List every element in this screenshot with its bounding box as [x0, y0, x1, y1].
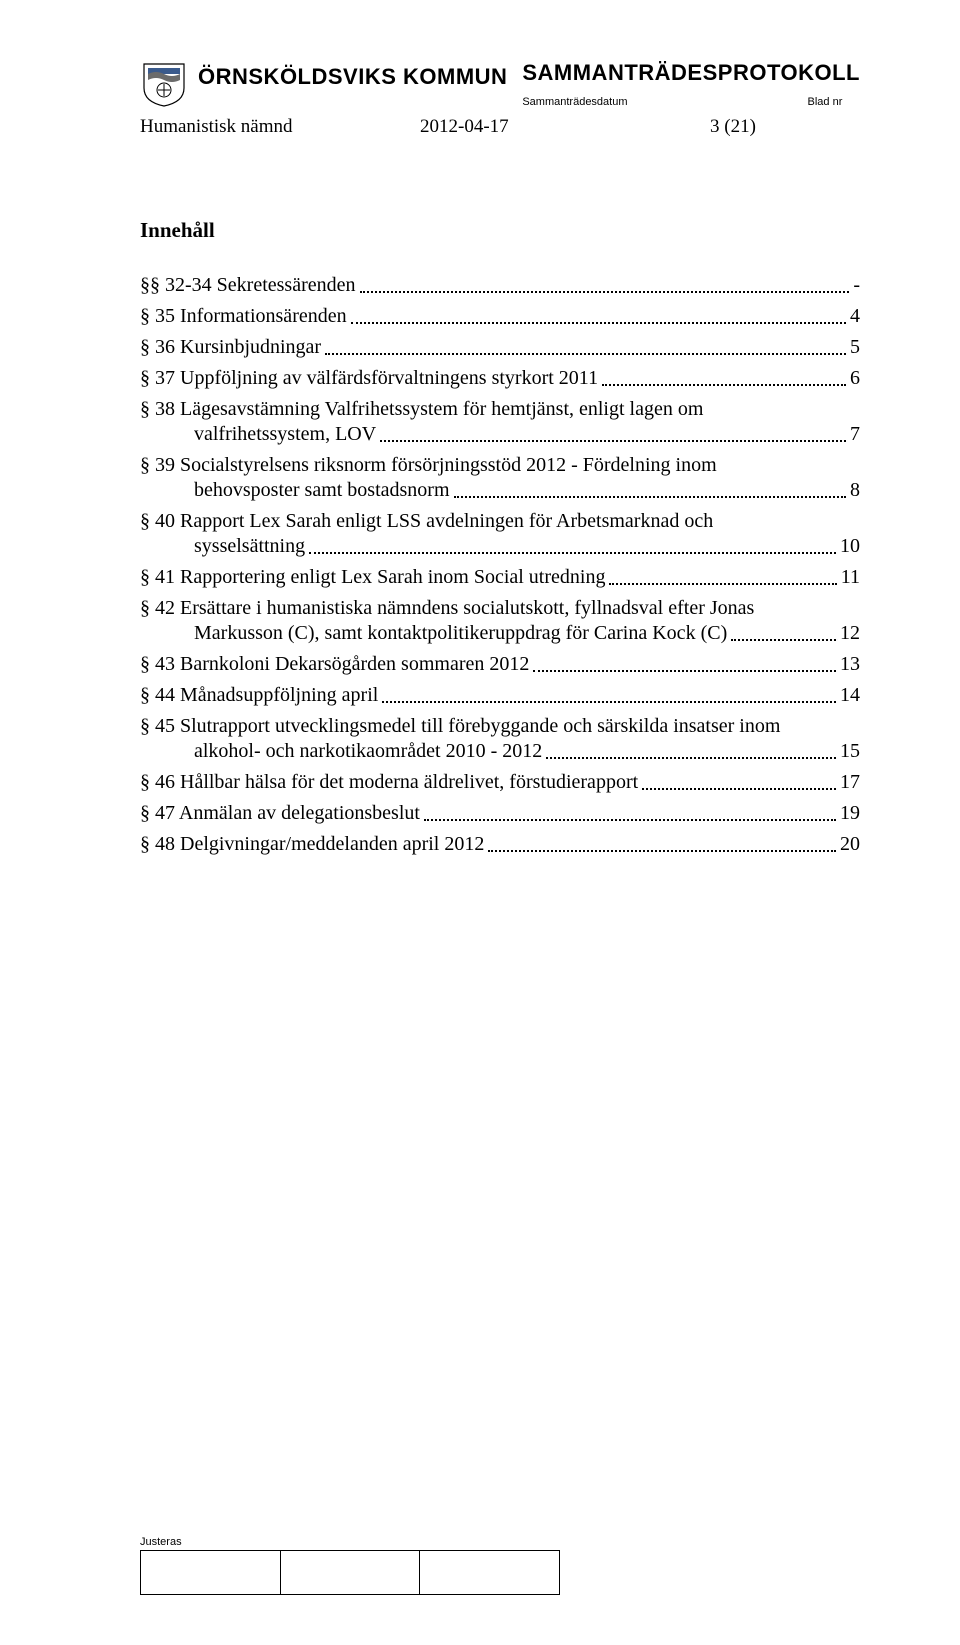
toc-leader-dots — [325, 353, 846, 355]
toc-text: § 37 Uppföljning av välfärdsförvaltninge… — [140, 366, 598, 391]
toc-leader-dots — [309, 552, 836, 554]
toc-entry: § 46 Hållbar hälsa för det moderna äldre… — [140, 770, 860, 795]
signature-table — [140, 1550, 560, 1595]
info-row: Humanistisk nämnd 2012-04-17 3 (21) — [140, 116, 860, 138]
meta-page-label: Blad nr — [808, 96, 843, 108]
toc-entry: § 47 Anmälan av delegationsbeslut 19 — [140, 801, 860, 826]
toc-entry: § 42 Ersättare i humanistiska nämndens s… — [140, 596, 860, 646]
toc-text: § 43 Barnkoloni Dekarsögården sommaren 2… — [140, 652, 529, 677]
toc-leader-dots — [380, 440, 846, 442]
toc-text: behovsposter samt bostadsnorm — [194, 478, 450, 503]
toc-page: 6 — [850, 366, 860, 391]
toc-container: §§ 32-34 Sekretessärenden - § 35 Informati… — [140, 273, 860, 857]
toc-text: § 48 Delgivningar/meddelanden april 2012 — [140, 832, 484, 857]
footer: Justeras — [140, 1536, 860, 1595]
toc-leader-dots — [488, 850, 836, 852]
toc-text: § 39 Socialstyrelsens riksnorm försörjni… — [140, 453, 860, 478]
toc-page: 20 — [840, 832, 860, 857]
meta-date-label: Sammanträdesdatum — [522, 96, 627, 108]
toc-leader-dots — [602, 384, 846, 386]
toc-entry: § 40 Rapport Lex Sarah enligt LSS avdeln… — [140, 509, 860, 559]
toc-leader-dots — [533, 670, 836, 672]
toc-page: 4 — [850, 304, 860, 329]
toc-text: Markusson (C), samt kontaktpolitikeruppd… — [194, 621, 727, 646]
toc-leader-dots — [424, 819, 836, 821]
toc-entry: § 48 Delgivningar/meddelanden april 2012… — [140, 832, 860, 857]
signature-cell — [420, 1551, 560, 1595]
toc-page: 15 — [840, 739, 860, 764]
toc-text: § 46 Hållbar hälsa för det moderna äldre… — [140, 770, 638, 795]
signature-cell — [141, 1551, 281, 1595]
toc-text: § 40 Rapport Lex Sarah enligt LSS avdeln… — [140, 509, 860, 534]
toc-entry: § 39 Socialstyrelsens riksnorm försörjni… — [140, 453, 860, 503]
page-number: 3 (21) — [710, 116, 756, 138]
toc-entry: § 45 Slutrapport utvecklingsmedel till f… — [140, 714, 860, 764]
toc-leader-dots — [546, 757, 836, 759]
municipal-crest-icon — [140, 60, 188, 108]
toc-text: § 38 Lägesavstämning Valfrihetssystem fö… — [140, 397, 860, 422]
toc-page: 17 — [840, 770, 860, 795]
toc-entry: § 36 Kursinbjudningar 5 — [140, 335, 860, 360]
toc-page: 11 — [841, 565, 860, 590]
toc-entry: § 41 Rapportering enligt Lex Sarah inom … — [140, 565, 860, 590]
protokoll-title: SAMMANTRÄDESPROTOKOLL — [522, 60, 860, 86]
footer-label: Justeras — [140, 1536, 860, 1548]
content: Innehåll §§ 32-34 Sekretessärenden - § 35 … — [140, 218, 860, 857]
toc-page: 5 — [850, 335, 860, 360]
toc-entry: § 44 Månadsuppföljning april 14 — [140, 683, 860, 708]
header-row: ÖRNSKÖLDSVIKS KOMMUN SAMMANTRÄDESPROTOKO… — [140, 60, 860, 108]
meta-row: Sammanträdesdatum Blad nr — [522, 96, 860, 108]
toc-text: § 44 Månadsuppföljning april — [140, 683, 378, 708]
toc-text: §§ 32-34 Sekretessärenden — [140, 273, 356, 298]
signature-cell — [280, 1551, 420, 1595]
toc-text: § 36 Kursinbjudningar — [140, 335, 321, 360]
toc-leader-dots — [360, 291, 850, 293]
toc-text: alkohol- och narkotikaområdet 2010 - 201… — [194, 739, 542, 764]
toc-leader-dots — [642, 788, 836, 790]
toc-leader-dots — [382, 701, 836, 703]
toc-entry: §§ 32-34 Sekretessärenden - — [140, 273, 860, 298]
toc-leader-dots — [454, 496, 846, 498]
toc-text: § 42 Ersättare i humanistiska nämndens s… — [140, 596, 860, 621]
toc-leader-dots — [609, 583, 836, 585]
toc-heading: Innehåll — [140, 218, 860, 243]
toc-page: 14 — [840, 683, 860, 708]
toc-entry: § 37 Uppföljning av välfärdsförvaltninge… — [140, 366, 860, 391]
toc-page: - — [853, 273, 860, 298]
right-header: SAMMANTRÄDESPROTOKOLL Sammanträdesdatum … — [522, 60, 860, 108]
toc-page: 10 — [840, 534, 860, 559]
toc-page: 12 — [840, 621, 860, 646]
toc-page: 7 — [850, 422, 860, 447]
toc-leader-dots — [351, 322, 846, 324]
committee-name: Humanistisk nämnd — [140, 116, 400, 138]
toc-page: 13 — [840, 652, 860, 677]
toc-text: sysselsättning — [194, 534, 305, 559]
kommun-name: ÖRNSKÖLDSVIKS KOMMUN — [198, 60, 507, 90]
toc-leader-dots — [731, 639, 836, 641]
toc-entry: § 35 Informationsärenden 4 — [140, 304, 860, 329]
toc-text: valfrihetssystem, LOV — [194, 422, 376, 447]
toc-text: § 35 Informationsärenden — [140, 304, 347, 329]
toc-text: § 47 Anmälan av delegationsbeslut — [140, 801, 420, 826]
toc-entry: § 38 Lägesavstämning Valfrihetssystem fö… — [140, 397, 860, 447]
meeting-date: 2012-04-17 — [420, 116, 640, 138]
toc-text: § 45 Slutrapport utvecklingsmedel till f… — [140, 714, 860, 739]
toc-page: 8 — [850, 478, 860, 503]
toc-entry: § 43 Barnkoloni Dekarsögården sommaren 2… — [140, 652, 860, 677]
toc-page: 19 — [840, 801, 860, 826]
toc-text: § 41 Rapportering enligt Lex Sarah inom … — [140, 565, 605, 590]
